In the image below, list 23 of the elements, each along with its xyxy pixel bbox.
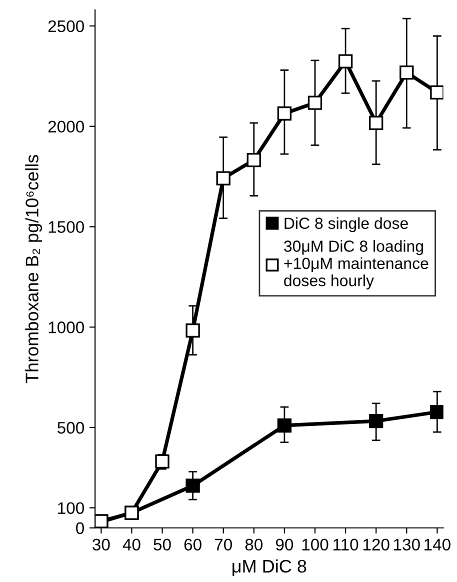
y-tick-label: 500 <box>58 422 84 434</box>
x-tick-label: 110 <box>334 538 358 551</box>
x-tick-label: 60 <box>184 538 202 551</box>
y-tick-label: 100 <box>58 502 84 514</box>
x-tick-label: 50 <box>154 538 171 551</box>
x-tick-label: 90 <box>276 538 294 551</box>
y-tick-label: 0 <box>76 522 84 534</box>
x-tick-label: 80 <box>245 538 263 551</box>
x-tick-label: 30 <box>92 538 110 551</box>
legend-label: DiC 8 single dose <box>284 217 408 232</box>
x-tick-label: 130 <box>394 538 420 551</box>
x-tick-label: 40 <box>122 538 140 551</box>
y-tick-label: 2000 <box>48 120 84 133</box>
x-tick-label: 100 <box>302 538 328 551</box>
x-tick-label: 70 <box>214 538 232 551</box>
legend-label: 30μM DiC 8 loading +10μM maintenance doses hourly <box>284 240 428 290</box>
y-tick-label: 1500 <box>48 221 84 233</box>
y-tick-label: 2500 <box>48 20 84 32</box>
x-tick-label: 120 <box>363 538 390 551</box>
x-axis-title: μM DiC 8 <box>232 559 306 576</box>
y-axis-title: Thromboxane B₂ pg/10⁶cells <box>25 154 42 384</box>
x-tick-label: 140 <box>424 538 450 551</box>
y-tick-label: 1000 <box>48 322 84 334</box>
